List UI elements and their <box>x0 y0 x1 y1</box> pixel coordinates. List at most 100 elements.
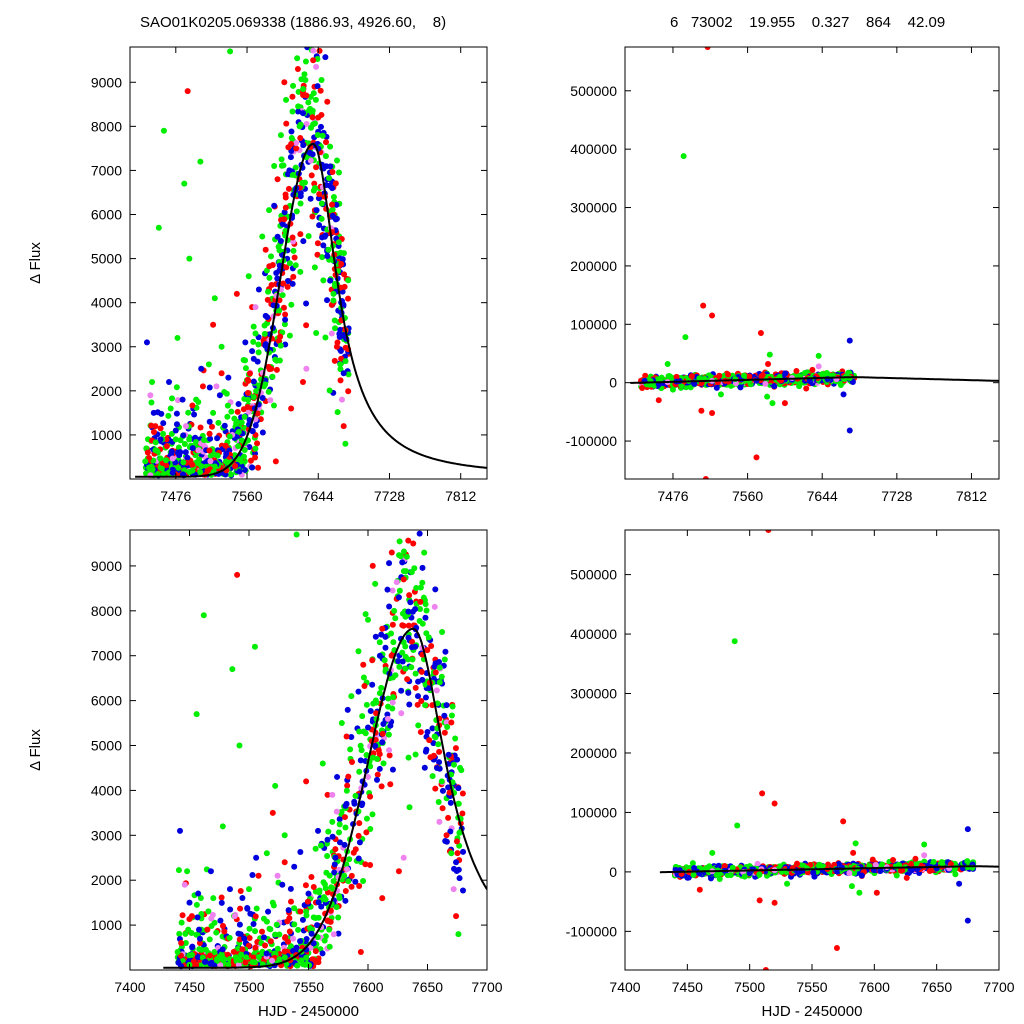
data-point <box>314 240 321 247</box>
data-point <box>238 437 245 444</box>
data-point-blue <box>313 207 320 214</box>
data-point <box>348 734 355 741</box>
data-point <box>222 442 229 449</box>
data-point-blue <box>811 873 818 880</box>
data-point-red <box>315 114 322 121</box>
data-point <box>239 895 246 902</box>
data-point <box>435 798 442 805</box>
data-point <box>208 915 215 922</box>
data-point <box>756 871 763 878</box>
data-point <box>303 322 310 329</box>
data-point <box>439 629 446 636</box>
data-point <box>280 280 287 287</box>
y-tick-label: 100000 <box>570 804 617 820</box>
data-point-blue <box>235 401 242 408</box>
data-point <box>417 606 424 613</box>
data-point <box>281 948 288 955</box>
data-point <box>416 530 423 537</box>
axes-frame <box>624 46 1000 480</box>
data-point <box>385 703 392 710</box>
data-point <box>930 858 937 865</box>
data-point <box>342 888 349 895</box>
data-point <box>198 910 205 917</box>
data-point-green <box>769 400 776 407</box>
data-point <box>314 922 321 929</box>
data-point <box>268 253 275 260</box>
data-point <box>211 948 218 955</box>
data-point <box>372 633 379 640</box>
data-point <box>207 435 214 442</box>
data-point-red <box>343 733 350 740</box>
data-point <box>197 468 204 475</box>
x-tick-label: 7400 <box>609 979 640 995</box>
data-point <box>352 792 359 799</box>
data-point-blue <box>172 427 179 434</box>
data-point-green <box>155 224 162 231</box>
data-point <box>417 503 423 509</box>
data-point <box>362 611 369 618</box>
data-point <box>293 208 300 215</box>
chart-panel-4: 7400 7450 7500 7550 7600 7650 7700-10000001000… <box>566 529 1015 1020</box>
data-point <box>342 897 349 904</box>
data-point <box>399 649 406 656</box>
data-point <box>324 253 331 260</box>
data-point-blue <box>217 917 224 924</box>
data-point <box>264 296 271 303</box>
data-point <box>254 410 261 417</box>
data-point <box>202 958 209 965</box>
data-point <box>444 723 451 730</box>
data-point <box>252 445 259 452</box>
x-tick-label: 7450 <box>672 979 703 995</box>
data-point <box>284 283 291 290</box>
data-point <box>304 898 311 905</box>
data-point <box>293 145 300 152</box>
data-point <box>253 905 260 912</box>
data-point <box>317 123 324 130</box>
data-point <box>294 962 301 969</box>
data-point <box>297 268 304 275</box>
axes-frame <box>129 46 488 480</box>
data-point <box>318 903 325 910</box>
data-point <box>432 669 439 676</box>
data-point <box>316 889 323 896</box>
data-point-red <box>912 855 919 862</box>
data-point <box>316 47 323 54</box>
data-point <box>336 839 343 846</box>
data-point <box>175 444 182 451</box>
data-point-blue <box>305 890 312 897</box>
data-point <box>445 751 452 758</box>
data-point-green <box>259 233 266 240</box>
data-point-blue <box>315 827 322 834</box>
axes-frame <box>624 529 1000 971</box>
data-point <box>332 282 339 289</box>
data-point <box>908 860 915 867</box>
data-point <box>403 553 410 560</box>
data-point <box>280 304 287 311</box>
data-point <box>179 912 186 919</box>
data-point <box>716 372 723 379</box>
data-point-red <box>709 410 716 417</box>
data-point <box>315 914 322 921</box>
data-point <box>372 742 379 749</box>
x-tick-label: 7650 <box>921 979 952 995</box>
data-point <box>357 757 364 764</box>
data-point-red <box>303 778 310 785</box>
data-point-red <box>781 400 788 407</box>
data-point <box>252 454 259 461</box>
data-point-blue <box>806 377 813 384</box>
data-point-violet <box>328 330 335 337</box>
data-point <box>274 275 281 282</box>
data-point-green <box>372 580 379 587</box>
data-point-blue <box>964 826 971 833</box>
data-point-green <box>200 612 207 619</box>
data-point-blue <box>320 242 327 249</box>
y-tick-label: 300000 <box>570 686 617 702</box>
data-point <box>177 437 184 444</box>
data-point <box>333 201 340 208</box>
data-point <box>345 277 352 284</box>
data-point-red <box>757 330 764 337</box>
data-point <box>239 946 246 953</box>
y-tick-label: 0 <box>609 375 617 391</box>
data-point <box>178 919 185 926</box>
data-point <box>193 901 200 908</box>
